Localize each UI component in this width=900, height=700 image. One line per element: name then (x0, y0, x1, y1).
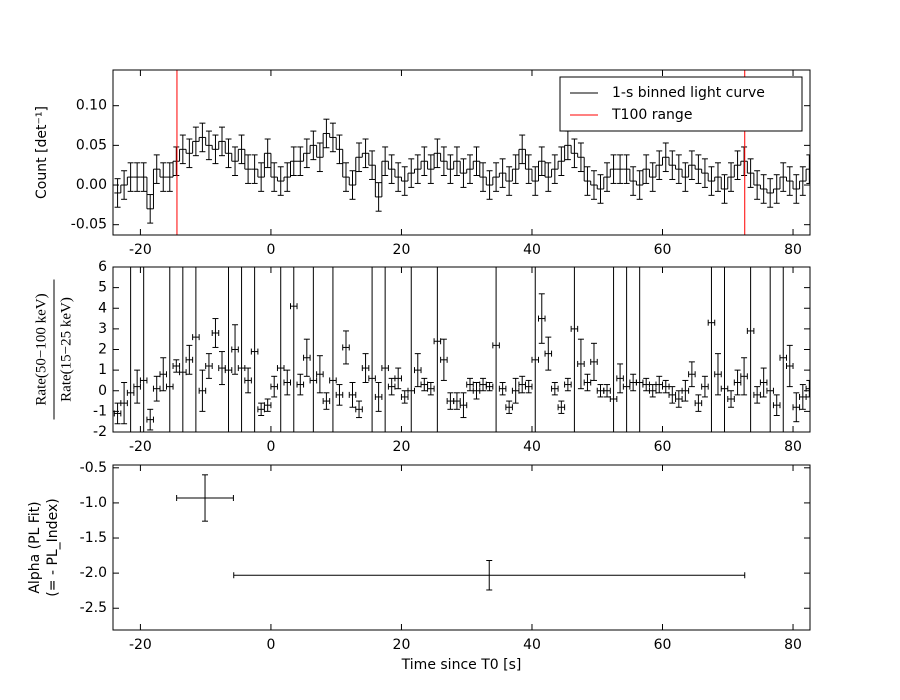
plot-area (113, 267, 810, 432)
x-tick-label: 60 (654, 242, 672, 258)
x-tick-label: 0 (266, 439, 275, 455)
x-tick-label: -20 (129, 637, 152, 653)
plot-area (176, 474, 746, 591)
y-tick-label: 6 (98, 259, 107, 275)
y-axis-label: Rate(15−25 keV) (58, 297, 74, 402)
x-tick-label: 20 (393, 242, 411, 258)
y-tick-label: -2.5 (80, 600, 107, 616)
x-tick-label: 80 (784, 439, 802, 455)
x-tick-label: -20 (129, 242, 152, 258)
y-tick-label: 2 (98, 342, 107, 358)
y-tick-label: 3 (98, 321, 107, 337)
x-tick-label: -20 (129, 439, 152, 455)
x-tick-label: 40 (523, 439, 541, 455)
legend-label: T100 range (611, 107, 692, 123)
x-tick-label: 80 (784, 242, 802, 258)
axes-frame (112, 69, 811, 236)
y-tick-label: 0 (98, 383, 107, 399)
axes-frame (112, 266, 811, 433)
plot-area (114, 70, 810, 235)
legend-label: 1-s binned light curve (612, 85, 765, 101)
x-tick-label: 80 (784, 637, 802, 653)
x-tick-label: 40 (523, 242, 541, 258)
x-tick-label: 0 (266, 637, 275, 653)
x-axis-label: Time since T0 [s] (401, 657, 522, 673)
y-tick-label: 0.10 (76, 98, 107, 114)
y-tick-label: 4 (98, 300, 107, 316)
y-tick-label: -1.0 (80, 495, 107, 511)
x-tick-label: 0 (266, 242, 275, 258)
y-tick-label: -0.5 (80, 460, 107, 476)
y-tick-label: -1.5 (80, 530, 107, 546)
y-tick-label: 0.00 (76, 177, 107, 193)
legend-box (559, 76, 803, 132)
y-tick-label: -0.05 (71, 217, 107, 233)
y-axis-label: (= - PL_Index) (45, 498, 61, 596)
x-tick-label: 20 (393, 439, 411, 455)
y-axis-label: Rate(50−100 keV) (33, 293, 49, 405)
x-tick-label: 60 (654, 637, 672, 653)
y-tick-label: 1 (98, 362, 107, 378)
y-tick-label: 0.05 (76, 137, 107, 153)
y-tick-label: -2.0 (80, 565, 107, 581)
y-tick-label: -1 (93, 403, 107, 419)
x-tick-label: 60 (654, 439, 672, 455)
x-tick-label: 40 (523, 637, 541, 653)
y-axis-label: Alpha (PL Fit) (27, 501, 43, 593)
y-tick-label: 5 (98, 280, 107, 296)
x-tick-label: 20 (393, 637, 411, 653)
axes-frame (112, 464, 811, 631)
legend: 1-s binned light curve T100 range (559, 76, 803, 132)
y-axis-label: Count [det⁻¹] (34, 106, 50, 199)
y-tick-label: -2 (93, 424, 107, 440)
